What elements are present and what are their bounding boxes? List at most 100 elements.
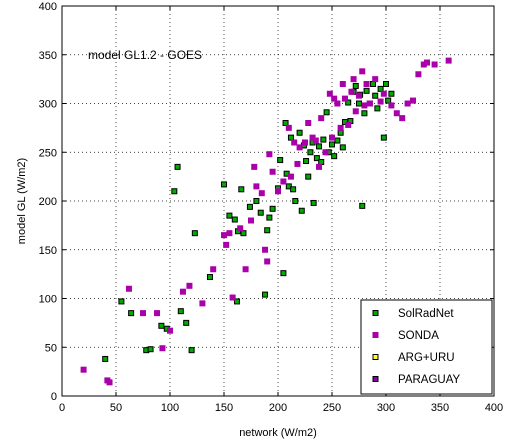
y-tick-label: 50 (45, 342, 57, 354)
data-point-sonda (281, 179, 286, 184)
x-tick-label: 50 (110, 402, 122, 414)
data-point-solradnet (375, 106, 380, 111)
data-point-sonda (295, 161, 300, 166)
data-point-sonda (222, 233, 227, 238)
legend-label: ARG+URU (398, 352, 455, 364)
data-point-solradnet (241, 231, 246, 236)
data-point-solradnet (306, 174, 311, 179)
x-tick-label: 0 (59, 402, 65, 414)
y-tick-label: 100 (39, 294, 57, 306)
data-point-sonda (411, 98, 416, 103)
data-point-solradnet (172, 189, 177, 194)
data-point-sonda (227, 231, 232, 236)
data-point-solradnet (317, 144, 322, 149)
data-point-sonda (416, 72, 421, 77)
data-point-sonda (259, 191, 264, 196)
y-tick-label: 150 (39, 245, 57, 257)
x-tick-label: 350 (431, 402, 449, 414)
x-tick-label: 250 (323, 402, 341, 414)
data-point-solradnet (338, 130, 343, 135)
data-point-sonda (425, 60, 430, 65)
x-axis-label: network (W/m2) (239, 427, 317, 439)
data-point-solradnet (297, 130, 302, 135)
data-point-solradnet (159, 323, 164, 328)
data-point-solradnet (360, 203, 365, 208)
data-point-sonda (243, 267, 248, 272)
legend-marker (373, 333, 378, 338)
data-point-sonda (238, 226, 243, 231)
data-point-sonda (362, 103, 367, 108)
data-point-sonda (292, 140, 297, 145)
x-tick-label: 200 (269, 402, 287, 414)
data-point-solradnet (381, 135, 386, 140)
data-point-solradnet (330, 142, 335, 147)
data-point-solradnet (270, 206, 275, 211)
data-point-solradnet (335, 138, 340, 143)
data-point-solradnet (119, 299, 124, 304)
data-point-solradnet (278, 158, 283, 163)
data-point-solradnet (308, 150, 313, 155)
data-point-sonda (303, 140, 308, 145)
legend-label: SONDA (398, 330, 439, 342)
data-point-sonda (346, 122, 351, 127)
data-point-sonda (373, 77, 378, 82)
x-tick-label: 300 (377, 402, 395, 414)
data-point-sonda (211, 267, 216, 272)
x-tick-label: 150 (215, 402, 233, 414)
data-point-solradnet (353, 83, 358, 88)
data-point-sonda (267, 152, 272, 157)
x-tick-label: 400 (485, 402, 503, 414)
data-point-solradnet (293, 199, 298, 204)
data-point-solradnet (281, 271, 286, 276)
data-point-solradnet (319, 160, 324, 165)
data-point-sonda (340, 82, 345, 87)
data-point-solradnet (288, 135, 293, 140)
legend-label: SolRadNet (398, 308, 454, 320)
data-point-sonda (389, 103, 394, 108)
data-point-sonda (297, 145, 302, 150)
data-point-sonda (400, 116, 405, 121)
data-point-sonda (446, 58, 451, 63)
y-tick-label: 350 (39, 50, 57, 62)
data-point-solradnet (321, 137, 326, 142)
legend-label: PARAGUAY (398, 374, 461, 386)
data-point-sonda (306, 121, 311, 126)
data-point-solradnet (389, 91, 394, 96)
data-point-sonda (332, 96, 337, 101)
data-point-solradnet (265, 228, 270, 233)
data-point-solradnet (207, 275, 212, 280)
data-point-solradnet (192, 231, 197, 236)
data-point-solradnet (247, 204, 252, 209)
data-point-sonda (180, 289, 185, 294)
data-point-sonda (335, 101, 340, 106)
data-point-sonda (265, 259, 270, 264)
y-tick-label: 400 (39, 1, 57, 13)
data-point-sonda (107, 380, 112, 385)
data-point-solradnet (283, 121, 288, 126)
data-point-solradnet (373, 93, 378, 98)
data-point-sonda (349, 89, 354, 94)
data-point-sonda (394, 111, 399, 116)
legend-marker (373, 377, 378, 382)
data-point-sonda (81, 367, 86, 372)
data-point-sonda (353, 109, 358, 114)
data-point-sonda (252, 164, 257, 169)
data-point-solradnet (324, 110, 329, 115)
data-point-sonda (357, 93, 362, 98)
data-point-sonda (338, 125, 343, 130)
data-point-sonda (155, 311, 160, 316)
data-point-solradnet (254, 199, 259, 204)
y-tick-label: 250 (39, 147, 57, 159)
data-point-sonda (254, 184, 259, 189)
data-point-sonda (187, 283, 192, 288)
legend-marker (373, 355, 378, 360)
data-point-sonda (378, 99, 383, 104)
data-point-sonda (200, 301, 205, 306)
y-tick-label: 300 (39, 99, 57, 111)
data-point-solradnet (263, 292, 268, 297)
data-point-sonda (313, 138, 318, 143)
data-point-solradnet (364, 88, 369, 93)
data-point-solradnet (222, 182, 227, 187)
x-tick-label: 100 (161, 402, 179, 414)
